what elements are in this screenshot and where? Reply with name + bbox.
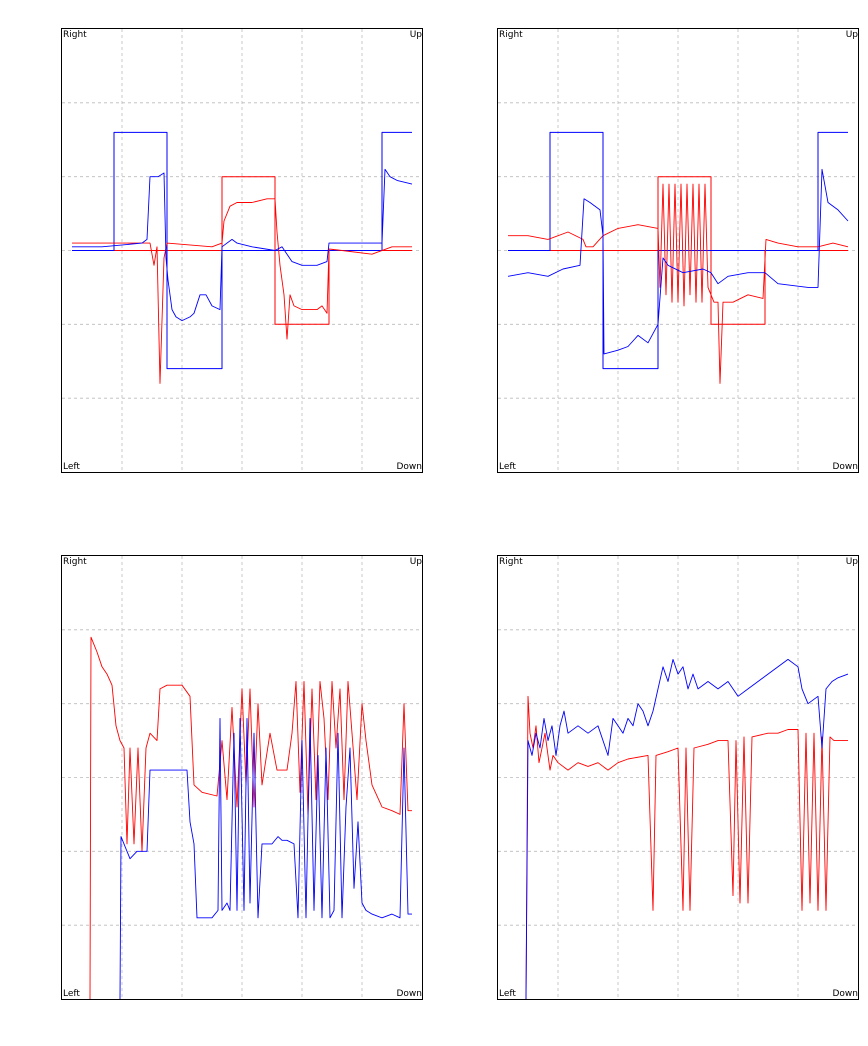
corner-label-top-right: Up xyxy=(845,30,858,40)
chart-plot xyxy=(498,29,858,472)
series-line-2 xyxy=(508,131,848,370)
series-line-1 xyxy=(89,636,412,999)
series-line-3 xyxy=(508,183,849,384)
corner-label-top-left: Right xyxy=(499,557,523,567)
chart-panel-2: Right Up Left Down xyxy=(497,28,859,473)
corner-label-bottom-right: Down xyxy=(832,462,858,472)
corner-label-bottom-left: Left xyxy=(499,989,516,999)
series-line-4 xyxy=(72,168,413,322)
series-line-2 xyxy=(525,658,849,999)
corner-label-top-right: Up xyxy=(845,557,858,567)
corner-label-bottom-left: Left xyxy=(499,462,516,472)
chart-plot xyxy=(62,29,422,472)
corner-label-top-right: Up xyxy=(409,557,422,567)
corner-label-bottom-right: Down xyxy=(832,989,858,999)
corner-label-top-left: Right xyxy=(63,557,87,567)
corner-label-top-left: Right xyxy=(499,30,523,40)
corner-label-top-right: Up xyxy=(409,30,422,40)
corner-label-bottom-left: Left xyxy=(63,989,80,999)
chart-panel-4: Right Up Left Down xyxy=(497,555,859,1000)
chart-plot xyxy=(62,556,422,999)
corner-label-bottom-right: Down xyxy=(396,989,422,999)
corner-label-bottom-right: Down xyxy=(396,462,422,472)
corner-label-top-left: Right xyxy=(63,30,87,40)
chart-plot xyxy=(498,556,858,999)
corner-label-bottom-left: Left xyxy=(63,462,80,472)
chart-panel-3: Right Up Left Down xyxy=(61,555,423,1000)
series-line-1 xyxy=(525,695,848,999)
series-line-2 xyxy=(72,131,412,370)
chart-panel-1: Right Up Left Down xyxy=(61,28,423,473)
series-line-2 xyxy=(119,717,412,999)
series-line-3 xyxy=(72,198,412,384)
series-line-4 xyxy=(507,168,849,355)
